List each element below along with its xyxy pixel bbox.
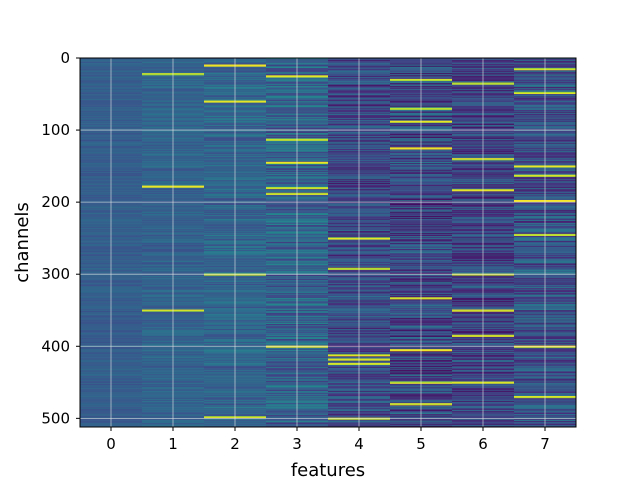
y-axis-label: channels xyxy=(12,202,33,283)
x-tick-label: 7 xyxy=(540,435,550,453)
x-tick-label: 4 xyxy=(354,435,364,453)
y-axis-ticks: 0 100 200 300 400 500 xyxy=(41,49,80,427)
x-tick-label: 5 xyxy=(416,435,426,453)
x-tick-label: 6 xyxy=(478,435,488,453)
x-tick-label: 1 xyxy=(168,435,178,453)
x-axis-label: features xyxy=(291,460,365,480)
heatmap-cells xyxy=(80,58,576,428)
y-tick-label: 400 xyxy=(41,337,70,355)
y-tick-label: 500 xyxy=(41,409,70,427)
x-tick-label: 3 xyxy=(292,435,302,453)
y-tick-label: 200 xyxy=(41,193,70,211)
x-tick-label: 2 xyxy=(230,435,240,453)
grid-lines xyxy=(80,57,576,427)
y-tick-label: 0 xyxy=(60,49,70,67)
x-axis-ticks: 0 1 2 3 4 5 6 7 xyxy=(106,427,550,453)
y-tick-label: 100 xyxy=(41,121,70,139)
plot-frame xyxy=(79,57,577,428)
y-tick-label: 300 xyxy=(41,265,70,283)
x-tick-label: 0 xyxy=(106,435,116,453)
